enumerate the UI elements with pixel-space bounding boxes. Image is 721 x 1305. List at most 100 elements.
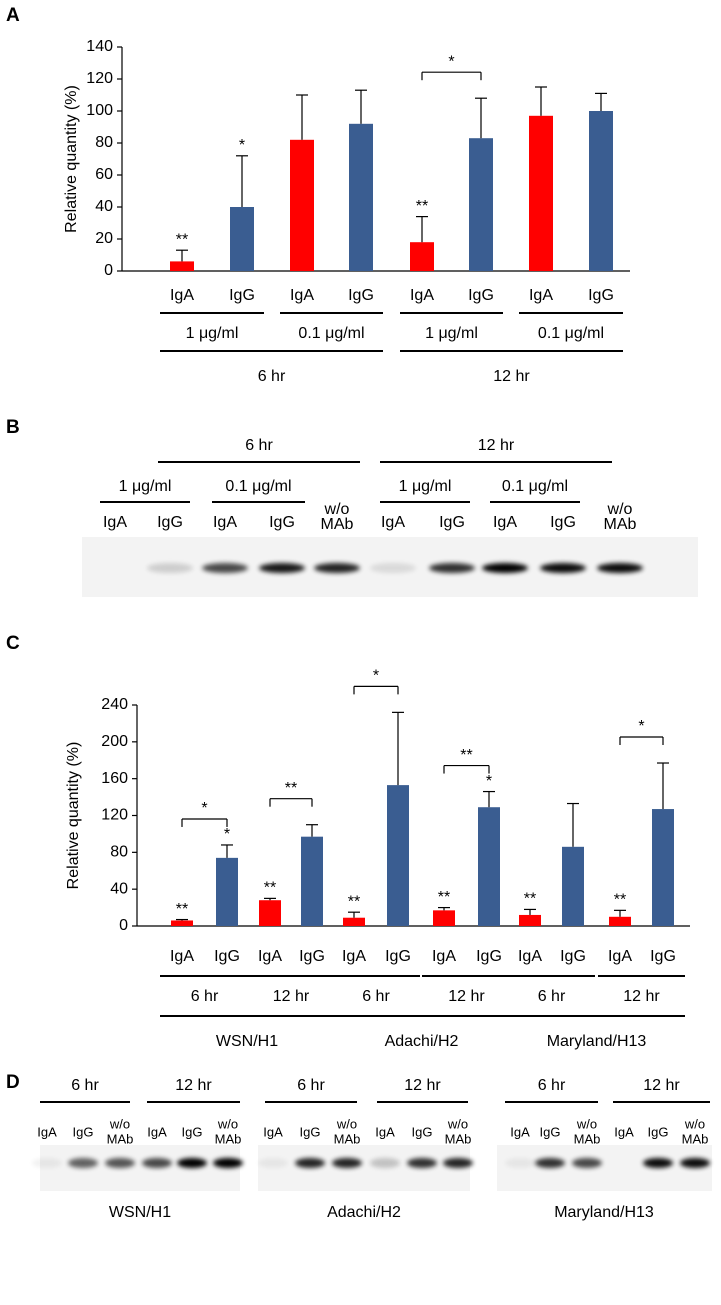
lane-label: IgA (381, 514, 405, 531)
band (32, 1158, 62, 1168)
x-tick-label: IgG (348, 287, 374, 304)
y-tick-label: 200 (101, 733, 128, 750)
lane-label: w/o (336, 1116, 357, 1131)
lane-label: IgA (103, 514, 127, 531)
band (314, 563, 360, 573)
group-label: 0.1 μg/ml (502, 478, 568, 495)
bar (349, 123, 373, 271)
band (597, 563, 643, 573)
band (142, 1158, 172, 1168)
significance: * (638, 718, 644, 735)
band (259, 563, 305, 573)
x-tick-label: IgG (214, 948, 240, 965)
band (177, 1158, 207, 1168)
lane-label: IgG (300, 1124, 321, 1139)
significance: * (239, 137, 245, 154)
significance: ** (348, 893, 360, 910)
group-label: 0.1 μg/ml (298, 325, 364, 342)
band (370, 1158, 400, 1168)
strain-label: WSN/H1 (109, 1204, 171, 1221)
group-label: 6 hr (258, 368, 286, 385)
bar (529, 115, 553, 271)
x-tick-label: IgG (385, 948, 411, 965)
band (370, 563, 416, 573)
y-tick-label: 0 (104, 262, 113, 279)
significance: ** (176, 231, 188, 248)
bar (609, 916, 631, 926)
group-label: 12 hr (643, 1077, 680, 1094)
blot (258, 1145, 470, 1191)
band (213, 1158, 243, 1168)
lane-label: IgA (614, 1124, 634, 1139)
lane-label: IgG (269, 514, 295, 531)
y-tick-label: 120 (101, 807, 128, 824)
group-label: 12 hr (478, 437, 515, 454)
lane-label: MAb (215, 1131, 242, 1146)
lane-label: IgA (213, 514, 237, 531)
significance: ** (285, 780, 297, 797)
significance: ** (524, 891, 536, 908)
band (407, 1158, 437, 1168)
group-label: 6 hr (191, 988, 219, 1005)
bar (433, 910, 455, 926)
band (505, 1158, 535, 1168)
band (429, 563, 475, 573)
x-tick-label: IgG (468, 287, 494, 304)
lane-label: w/o (684, 1116, 705, 1131)
lane-label: IgA (147, 1124, 167, 1139)
band (535, 1158, 565, 1168)
lane-label: MAb (107, 1131, 134, 1146)
bar (589, 111, 613, 271)
lane-label: MAb (574, 1131, 601, 1146)
panel-label: C (6, 633, 20, 654)
lane-label: w/o (217, 1116, 238, 1131)
x-tick-label: IgA (518, 948, 542, 965)
x-tick-label: IgG (650, 948, 676, 965)
bar (216, 857, 238, 926)
group-label: 0.1 μg/ml (538, 325, 604, 342)
y-tick-label: 120 (86, 70, 113, 87)
bar (301, 836, 323, 926)
lane-label: IgG (540, 1124, 561, 1139)
x-tick-label: IgG (299, 948, 325, 965)
x-tick-label: IgA (608, 948, 632, 965)
significance: * (486, 773, 492, 790)
group-label: 12 hr (175, 1077, 212, 1094)
blot (40, 1145, 240, 1191)
lane-label: IgG (648, 1124, 669, 1139)
band (443, 1158, 473, 1168)
group-label: 6 hr (245, 437, 273, 454)
significance: ** (416, 198, 428, 215)
lane-label: IgG (412, 1124, 433, 1139)
y-tick-label: 60 (95, 166, 113, 183)
lane-label: MAb (604, 516, 637, 533)
panel-label: A (6, 5, 20, 26)
band (258, 1158, 288, 1168)
bar (652, 809, 674, 926)
lane-label: MAb (682, 1131, 709, 1146)
lane-label: MAb (321, 516, 354, 533)
x-tick-label: IgG (588, 287, 614, 304)
group-label: 1 μg/ml (399, 478, 452, 495)
x-tick-label: IgG (229, 287, 255, 304)
panel-label: B (6, 417, 20, 438)
y-tick-label: 20 (95, 230, 113, 247)
group-label: 1 μg/ml (425, 325, 478, 342)
bar (171, 920, 193, 926)
group-label: 6 hr (297, 1077, 325, 1094)
bar (387, 785, 409, 926)
x-tick-label: IgA (290, 287, 314, 304)
blot (497, 1145, 712, 1191)
x-tick-label: IgG (476, 948, 502, 965)
group-label: 1 μg/ml (119, 478, 172, 495)
band (643, 1158, 673, 1168)
significance: * (224, 826, 230, 843)
x-tick-label: IgA (342, 948, 366, 965)
group-label: 12 hr (404, 1077, 441, 1094)
lane-label: IgG (73, 1124, 94, 1139)
significance: ** (438, 889, 450, 906)
significance: ** (460, 747, 472, 764)
x-tick-label: IgA (258, 948, 282, 965)
y-tick-label: 80 (95, 134, 113, 151)
